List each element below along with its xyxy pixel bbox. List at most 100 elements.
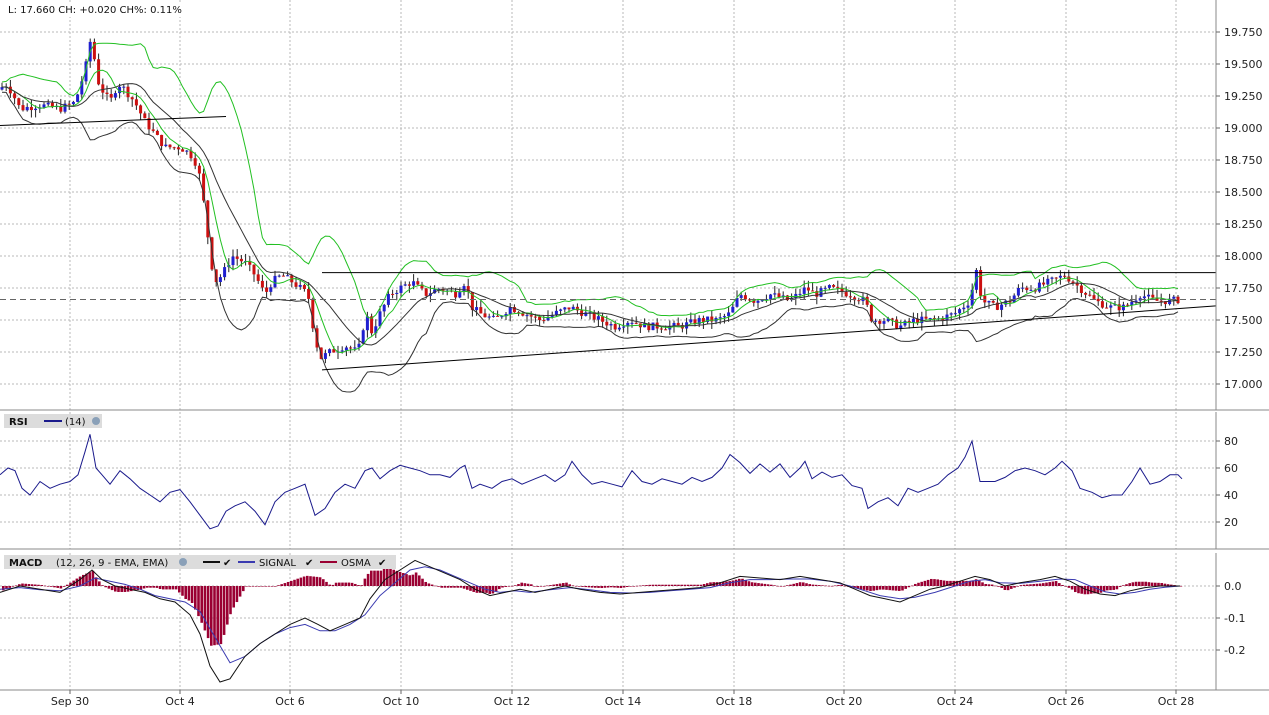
osma-bar [1144,581,1147,586]
candle-body [970,289,974,306]
osma-bar [629,586,632,587]
osma-bar [555,584,559,586]
candle-body [958,309,962,314]
candle-body [1004,300,1008,305]
osma-bar [562,583,565,586]
osma-bar [782,585,786,587]
candle-body [1113,304,1117,306]
bollinger-lower-line [1,91,1179,393]
osma-bar [43,585,47,587]
osma-bar [1118,586,1122,587]
osma-bar [379,570,383,586]
osma-bar [523,583,527,586]
osma-bar [290,580,293,586]
osma-bar [706,583,709,586]
macd-label: MACD [9,558,42,569]
osma-bar [613,586,616,588]
osma-bar [837,585,840,586]
osma-bar [469,586,472,591]
osma-bar [98,581,101,586]
osma-bar [1013,586,1016,588]
osma-bar [382,568,386,586]
candle-body [672,322,676,326]
signal-check-icon[interactable]: ✔ [305,558,313,569]
osma-bar [370,570,373,586]
osma-bar [238,586,242,597]
candle-body [1121,304,1125,311]
osma-bar [530,584,533,586]
osma-bar [654,584,658,586]
candle-body [332,349,336,353]
osma-bar [1074,586,1077,593]
osma-bar [344,582,347,586]
candle-body [126,86,130,98]
osma-bar [590,586,594,588]
candle-body [857,300,861,302]
osma-bar [446,586,450,588]
candle-body [949,313,953,315]
osma-bar [466,586,469,590]
osma-bar [229,586,232,615]
macd-check-icon[interactable]: ✔ [223,558,231,569]
osma-bar [626,586,629,587]
osma-bar [814,584,818,586]
candle-body [487,316,491,318]
candle-body [941,318,945,321]
candle-body [454,291,458,298]
osma-bar [533,586,536,587]
candle-body [962,307,966,310]
osma-bar [773,585,776,586]
candle-body [529,315,533,317]
x-tick-label: Oct 4 [165,695,195,708]
osma-bar [328,584,331,586]
candle-body [722,316,726,318]
candle-body [832,285,836,287]
candle-body [869,304,873,322]
rsi-settings-icon[interactable] [92,417,100,425]
candle-body [151,129,155,131]
candle-body [256,274,260,281]
candle-body [995,302,999,310]
price-tick-label: 18.500 [1224,186,1263,199]
osma-bar [744,580,747,586]
candle-body [21,105,25,111]
candle-body [1130,301,1134,306]
candle-body [895,319,899,329]
osma-bar [347,582,351,586]
candle-body [546,316,550,321]
osma-bar [66,584,69,586]
candle-body [109,94,113,98]
candle-body [496,315,500,317]
candle-body [260,280,264,288]
osma-bar [763,583,767,586]
osma-bar [514,585,517,586]
osma-bar [770,584,773,586]
osma-bar [606,586,610,588]
candle-body [307,288,311,299]
candle-body [92,41,96,60]
candle-body [1092,295,1096,299]
candle-body [50,102,54,107]
osma-bar [315,576,319,586]
osma-bar [619,586,623,589]
rsi-line [0,434,1183,530]
osma-bar [648,584,651,586]
candle-body [617,327,621,330]
osma-check-icon[interactable]: ✔ [378,558,386,569]
osma-bar [978,580,981,586]
osma-bar [386,567,389,586]
osma-bar [971,580,975,586]
candle-body [370,316,374,334]
osma-bar [421,578,424,586]
osma-bar [178,586,181,593]
candle-body [34,108,38,111]
osma-bar [430,584,434,586]
candle-body [760,300,764,302]
candle-body [584,312,588,316]
osma-bar [603,586,607,588]
osma-bar [133,586,136,591]
macd-settings-icon[interactable] [179,558,187,566]
osma-bar [594,586,597,588]
candle-body [752,300,756,303]
